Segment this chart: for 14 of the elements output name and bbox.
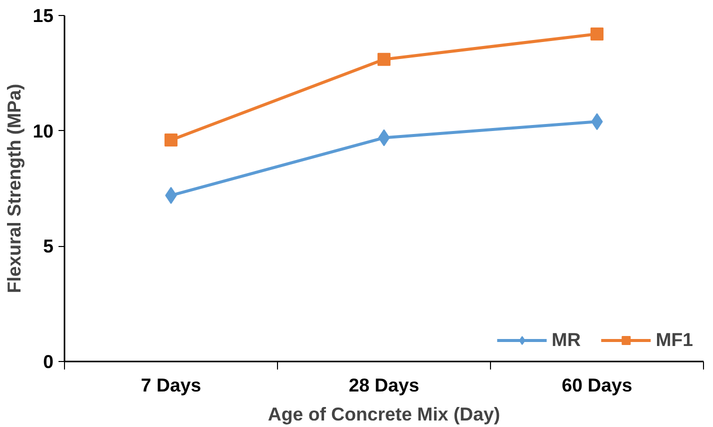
x-axis-title: Age of Concrete Mix (Day) bbox=[268, 404, 500, 424]
point bbox=[164, 134, 178, 147]
x-tick-label: 28 Days bbox=[348, 374, 420, 396]
point bbox=[378, 52, 390, 66]
y-axis-title: Flexural Strength (MPa) bbox=[4, 84, 25, 294]
y-tick-label: 10 bbox=[32, 120, 54, 142]
y-tick-label: 5 bbox=[43, 236, 54, 257]
point bbox=[590, 27, 604, 40]
legend-label: MR bbox=[552, 329, 581, 351]
x-tick-label: 60 Days bbox=[562, 374, 632, 396]
legend-label: MF1 bbox=[656, 329, 693, 351]
y-tick-label: 15 bbox=[32, 5, 54, 26]
x-tick-label: 7 Days bbox=[140, 374, 202, 396]
y-tick-label: 0 bbox=[43, 351, 54, 372]
